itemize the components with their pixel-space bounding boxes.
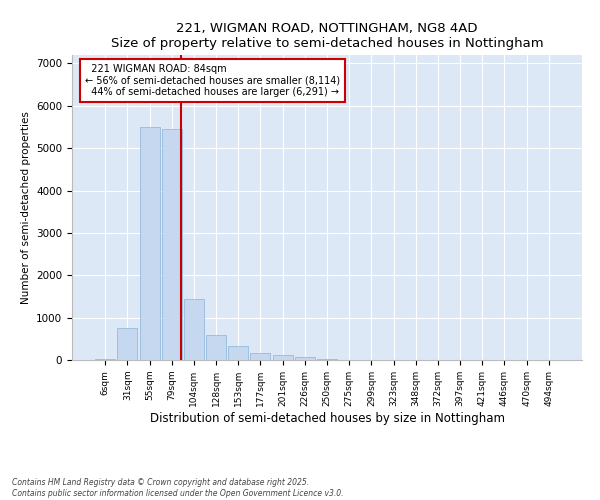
Bar bbox=[118, 328, 137, 360]
X-axis label: Distribution of semi-detached houses by size in Nottingham: Distribution of semi-detached houses by … bbox=[149, 412, 505, 424]
Text: Contains HM Land Registry data © Crown copyright and database right 2025.
Contai: Contains HM Land Registry data © Crown c… bbox=[12, 478, 343, 498]
Bar bbox=[184, 298, 204, 360]
Bar bbox=[250, 352, 271, 360]
Bar bbox=[295, 357, 315, 360]
Bar bbox=[162, 129, 182, 360]
Bar bbox=[140, 127, 160, 360]
Title: 221, WIGMAN ROAD, NOTTINGHAM, NG8 4AD
Size of property relative to semi-detached: 221, WIGMAN ROAD, NOTTINGHAM, NG8 4AD Si… bbox=[110, 22, 544, 50]
Bar bbox=[95, 358, 115, 360]
Bar bbox=[317, 358, 337, 360]
Bar bbox=[228, 346, 248, 360]
Bar bbox=[206, 334, 226, 360]
Bar bbox=[272, 356, 293, 360]
Y-axis label: Number of semi-detached properties: Number of semi-detached properties bbox=[20, 111, 31, 304]
Text: 221 WIGMAN ROAD: 84sqm
← 56% of semi-detached houses are smaller (8,114)
  44% o: 221 WIGMAN ROAD: 84sqm ← 56% of semi-det… bbox=[85, 64, 340, 98]
